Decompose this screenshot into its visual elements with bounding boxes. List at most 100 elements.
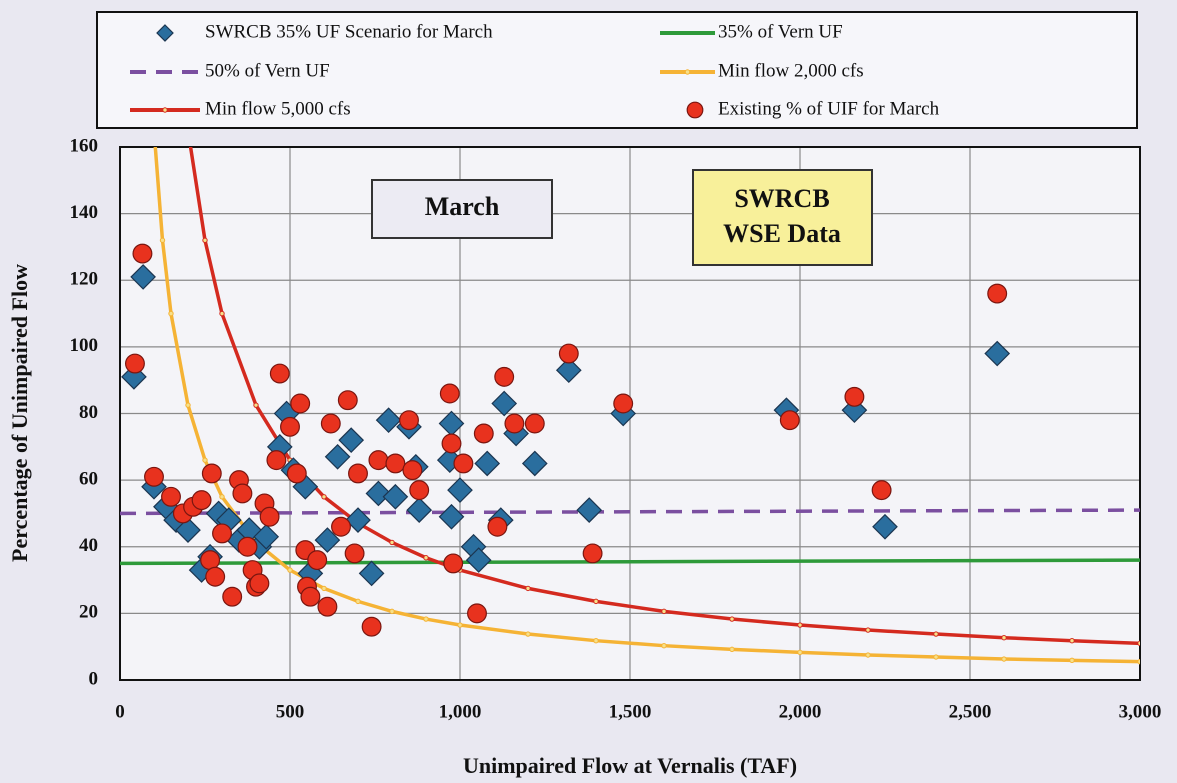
circle-marker — [307, 550, 328, 571]
circle-marker — [686, 101, 704, 119]
legend-label: Min flow 5,000 cfs — [205, 98, 351, 119]
dot-marker — [185, 402, 191, 408]
circle-marker — [613, 393, 634, 414]
circle-marker — [201, 463, 222, 484]
dot-marker — [729, 616, 735, 622]
dot-marker — [202, 237, 208, 243]
diamond-marker — [156, 24, 174, 42]
dot-marker — [661, 608, 667, 615]
dot-marker — [865, 627, 871, 633]
dot-marker — [593, 598, 599, 605]
circle-marker — [132, 243, 153, 264]
circle-marker — [259, 506, 280, 527]
x-tick-label: 0 — [115, 701, 125, 722]
circle-marker — [125, 353, 145, 374]
dot-marker — [933, 654, 939, 660]
diamond-marker — [338, 427, 365, 453]
y-tick-label: 20 — [79, 602, 98, 623]
circle-marker — [290, 393, 311, 414]
dot-marker — [684, 69, 691, 75]
diamond-marker — [130, 264, 156, 290]
diamond-marker — [314, 527, 341, 553]
circle-marker — [409, 480, 430, 501]
y-tick-label: 140 — [70, 202, 99, 223]
circle-marker — [191, 490, 212, 511]
dot-marker — [1137, 658, 1140, 665]
circle-marker — [558, 343, 579, 364]
circle-marker — [582, 543, 603, 564]
circle-marker — [402, 460, 423, 481]
circle-marker — [266, 450, 287, 471]
circle-marker — [494, 366, 515, 387]
circle-marker — [222, 586, 243, 607]
circle-marker — [320, 413, 341, 434]
dot-marker — [797, 649, 803, 656]
circle-marker — [205, 566, 226, 587]
circle-marker — [317, 596, 338, 617]
dot-marker — [253, 402, 259, 408]
diamond-marker — [375, 407, 402, 434]
circle-marker — [467, 603, 487, 624]
circle-marker — [232, 483, 253, 504]
legend-label: Existing % of UIF for March — [718, 98, 940, 119]
dot-marker — [865, 652, 871, 658]
dot-marker — [202, 457, 208, 463]
diamond-marker — [438, 503, 465, 530]
diamond-marker — [358, 560, 385, 587]
dot-marker — [1001, 634, 1007, 641]
dot-marker — [162, 107, 168, 113]
circle-marker — [443, 553, 464, 574]
circle-marker — [453, 453, 474, 474]
dot-marker — [661, 642, 667, 649]
circle-marker — [144, 466, 164, 487]
dot-marker — [457, 622, 463, 628]
dot-marker — [933, 631, 939, 637]
diamond-marker — [984, 340, 1011, 367]
x-tick-label: 1,500 — [609, 701, 652, 722]
circle-marker — [385, 453, 406, 474]
circle-marker — [280, 416, 300, 437]
legend-box — [96, 11, 1138, 129]
diamond-marker — [521, 450, 548, 477]
circle-marker — [237, 536, 258, 557]
dot-marker — [321, 585, 327, 592]
circle-marker — [212, 523, 232, 544]
dot-marker — [321, 494, 327, 500]
circle-marker — [399, 410, 419, 431]
diamond-marker — [474, 450, 501, 477]
dot-marker — [287, 567, 293, 573]
diamond-marker — [576, 497, 603, 523]
legend-label: 50% of Vern UF — [205, 60, 330, 81]
circle-marker — [504, 413, 525, 434]
diamond-marker — [491, 390, 518, 417]
annotation-box — [692, 169, 873, 266]
dot-marker — [593, 637, 599, 644]
y-tick-label: 60 — [79, 468, 98, 489]
diamond-marker — [365, 480, 392, 507]
plot-frame — [119, 146, 1141, 681]
diamond-marker — [872, 513, 898, 540]
diamond-marker — [406, 497, 433, 523]
circle-marker — [524, 413, 545, 434]
diamond-marker — [253, 523, 280, 550]
circle-marker — [441, 433, 462, 454]
circle-marker — [249, 573, 270, 594]
annotation-box — [371, 179, 553, 239]
circle-marker — [361, 616, 382, 637]
dot-marker — [1069, 637, 1075, 644]
diamond-marker — [175, 517, 201, 543]
diamond-marker — [465, 547, 492, 573]
dot-marker — [159, 237, 166, 243]
dot-marker — [423, 616, 429, 622]
dot-marker — [219, 494, 225, 500]
diamond-marker — [121, 364, 147, 390]
circle-marker — [300, 586, 321, 607]
dot-marker — [1069, 657, 1075, 664]
circle-marker — [844, 386, 865, 407]
y-tick-label: 40 — [79, 535, 98, 556]
annotation: March — [425, 192, 500, 221]
y-tick-label: 160 — [70, 135, 99, 156]
dot-marker — [525, 631, 531, 637]
diamond-marker — [382, 483, 409, 510]
